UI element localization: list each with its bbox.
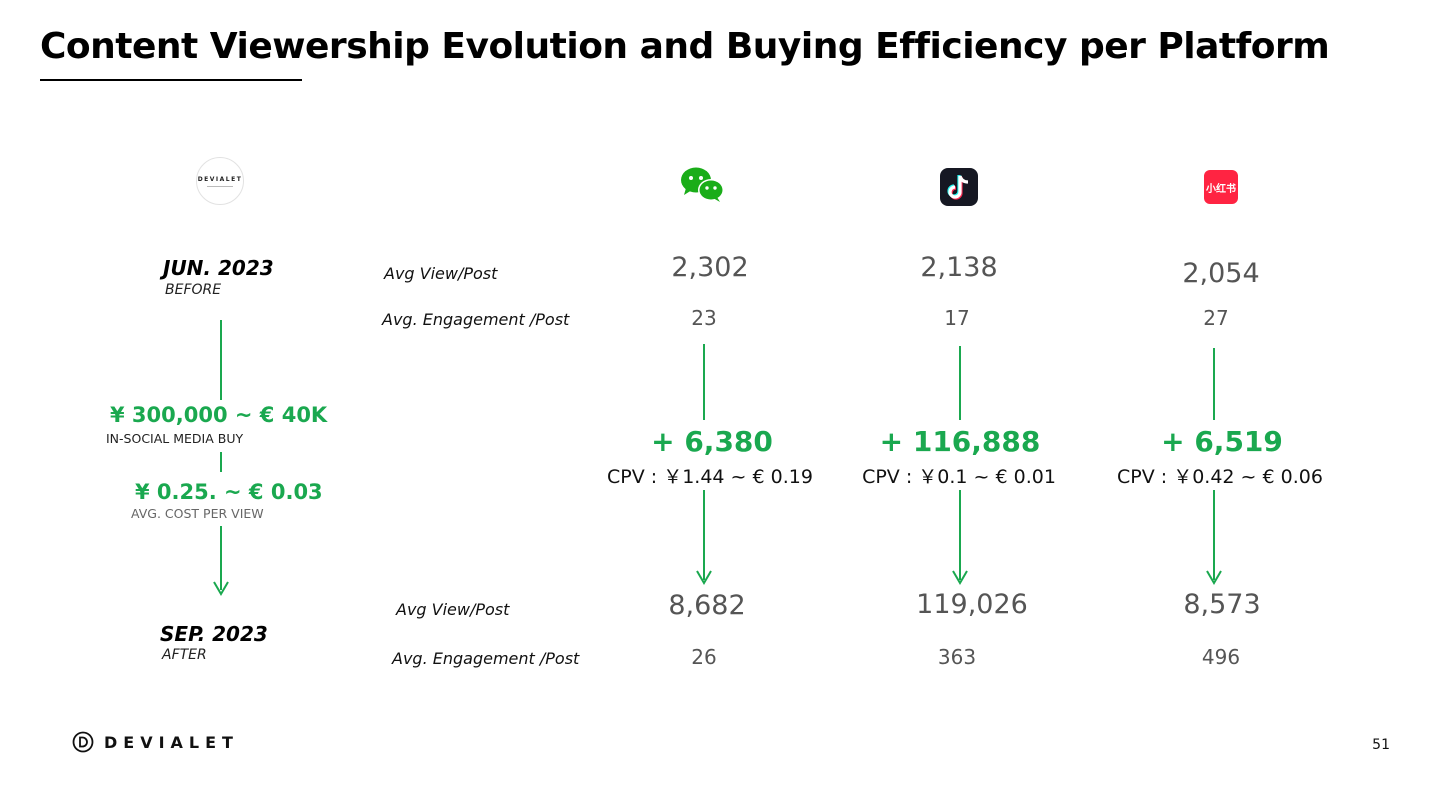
xiaohongshu-cpv: CPV : ￥0.42 ~ € 0.06 <box>1117 466 1323 488</box>
after-period: SEP. 2023 <box>160 622 268 646</box>
avg-engagement-label-after: Avg. Engagement /Post <box>392 649 580 668</box>
before-label: BEFORE <box>165 282 222 298</box>
douyin-icon <box>940 168 978 206</box>
douyin-delta: + 116,888 <box>879 425 1041 458</box>
wechat-icon <box>680 166 726 204</box>
xiaohongshu-line-bottom <box>1213 490 1215 580</box>
wechat-line-top <box>703 344 705 420</box>
xiaohongshu-after-views: 8,573 <box>1183 589 1261 620</box>
douyin-before-views: 2,138 <box>920 252 998 283</box>
xiaohongshu-before-views: 2,054 <box>1182 258 1260 289</box>
cpv-label: AVG. COST PER VIEW <box>131 506 264 521</box>
timeline-line-top <box>220 320 222 400</box>
avg-view-label-after: Avg View/Post <box>396 600 510 619</box>
cpv-amount: ¥ 0.25. ~ € 0.03 <box>135 480 323 504</box>
timeline-line-mid <box>220 452 222 472</box>
xiaohongshu-before-engagement: 27 <box>1203 306 1229 330</box>
brand-logo-rule <box>207 185 233 187</box>
wechat-arrow-head <box>696 570 712 585</box>
page-title: Content Viewership Evolution and Buying … <box>40 26 1330 67</box>
wechat-delta: + 6,380 <box>651 425 773 458</box>
title-underline <box>40 79 302 81</box>
wechat-after-engagement: 26 <box>691 645 717 669</box>
douyin-line-bottom <box>959 490 961 580</box>
after-label: AFTER <box>162 647 207 663</box>
wechat-after-views: 8,682 <box>668 590 746 621</box>
douyin-before-engagement: 17 <box>944 306 970 330</box>
spend-amount: ¥ 300,000 ~ € 40K <box>110 403 328 427</box>
devialet-d-icon <box>72 731 94 753</box>
wechat-before-views: 2,302 <box>671 252 749 283</box>
avg-view-label-before: Avg View/Post <box>384 264 498 283</box>
douyin-after-views: 119,026 <box>916 589 1028 620</box>
xiaohongshu-icon: 小红书 <box>1204 170 1238 204</box>
douyin-after-engagement: 363 <box>937 645 977 669</box>
xiaohongshu-after-engagement: 496 <box>1201 645 1241 669</box>
wechat-before-engagement: 23 <box>691 306 717 330</box>
avg-engagement-label-before: Avg. Engagement /Post <box>382 310 570 329</box>
brand-logo: DEVIALET <box>196 157 244 205</box>
timeline-line-bottom <box>220 526 222 590</box>
wechat-line-bottom <box>703 490 705 580</box>
timeline-arrow-head <box>213 581 229 596</box>
spend-label: IN-SOCIAL MEDIA BUY <box>106 431 244 446</box>
douyin-arrow-head <box>952 570 968 585</box>
douyin-line-top <box>959 346 961 420</box>
xiaohongshu-delta: + 6,519 <box>1161 425 1283 458</box>
brand-logo-text: DEVIALET <box>197 175 243 183</box>
footer-logo-text: DEVIALET <box>104 732 239 752</box>
before-period: JUN. 2023 <box>163 256 274 280</box>
xiaohongshu-line-top <box>1213 348 1215 420</box>
footer-logo: DEVIALET <box>72 731 239 753</box>
douyin-cpv: CPV : ￥0.1 ~ € 0.01 <box>862 466 1056 488</box>
xiaohongshu-icon-text: 小红书 <box>1206 183 1236 195</box>
page-number: 51 <box>1372 737 1390 753</box>
wechat-cpv: CPV : ￥1.44 ~ € 0.19 <box>607 466 813 488</box>
xiaohongshu-arrow-head <box>1206 570 1222 585</box>
